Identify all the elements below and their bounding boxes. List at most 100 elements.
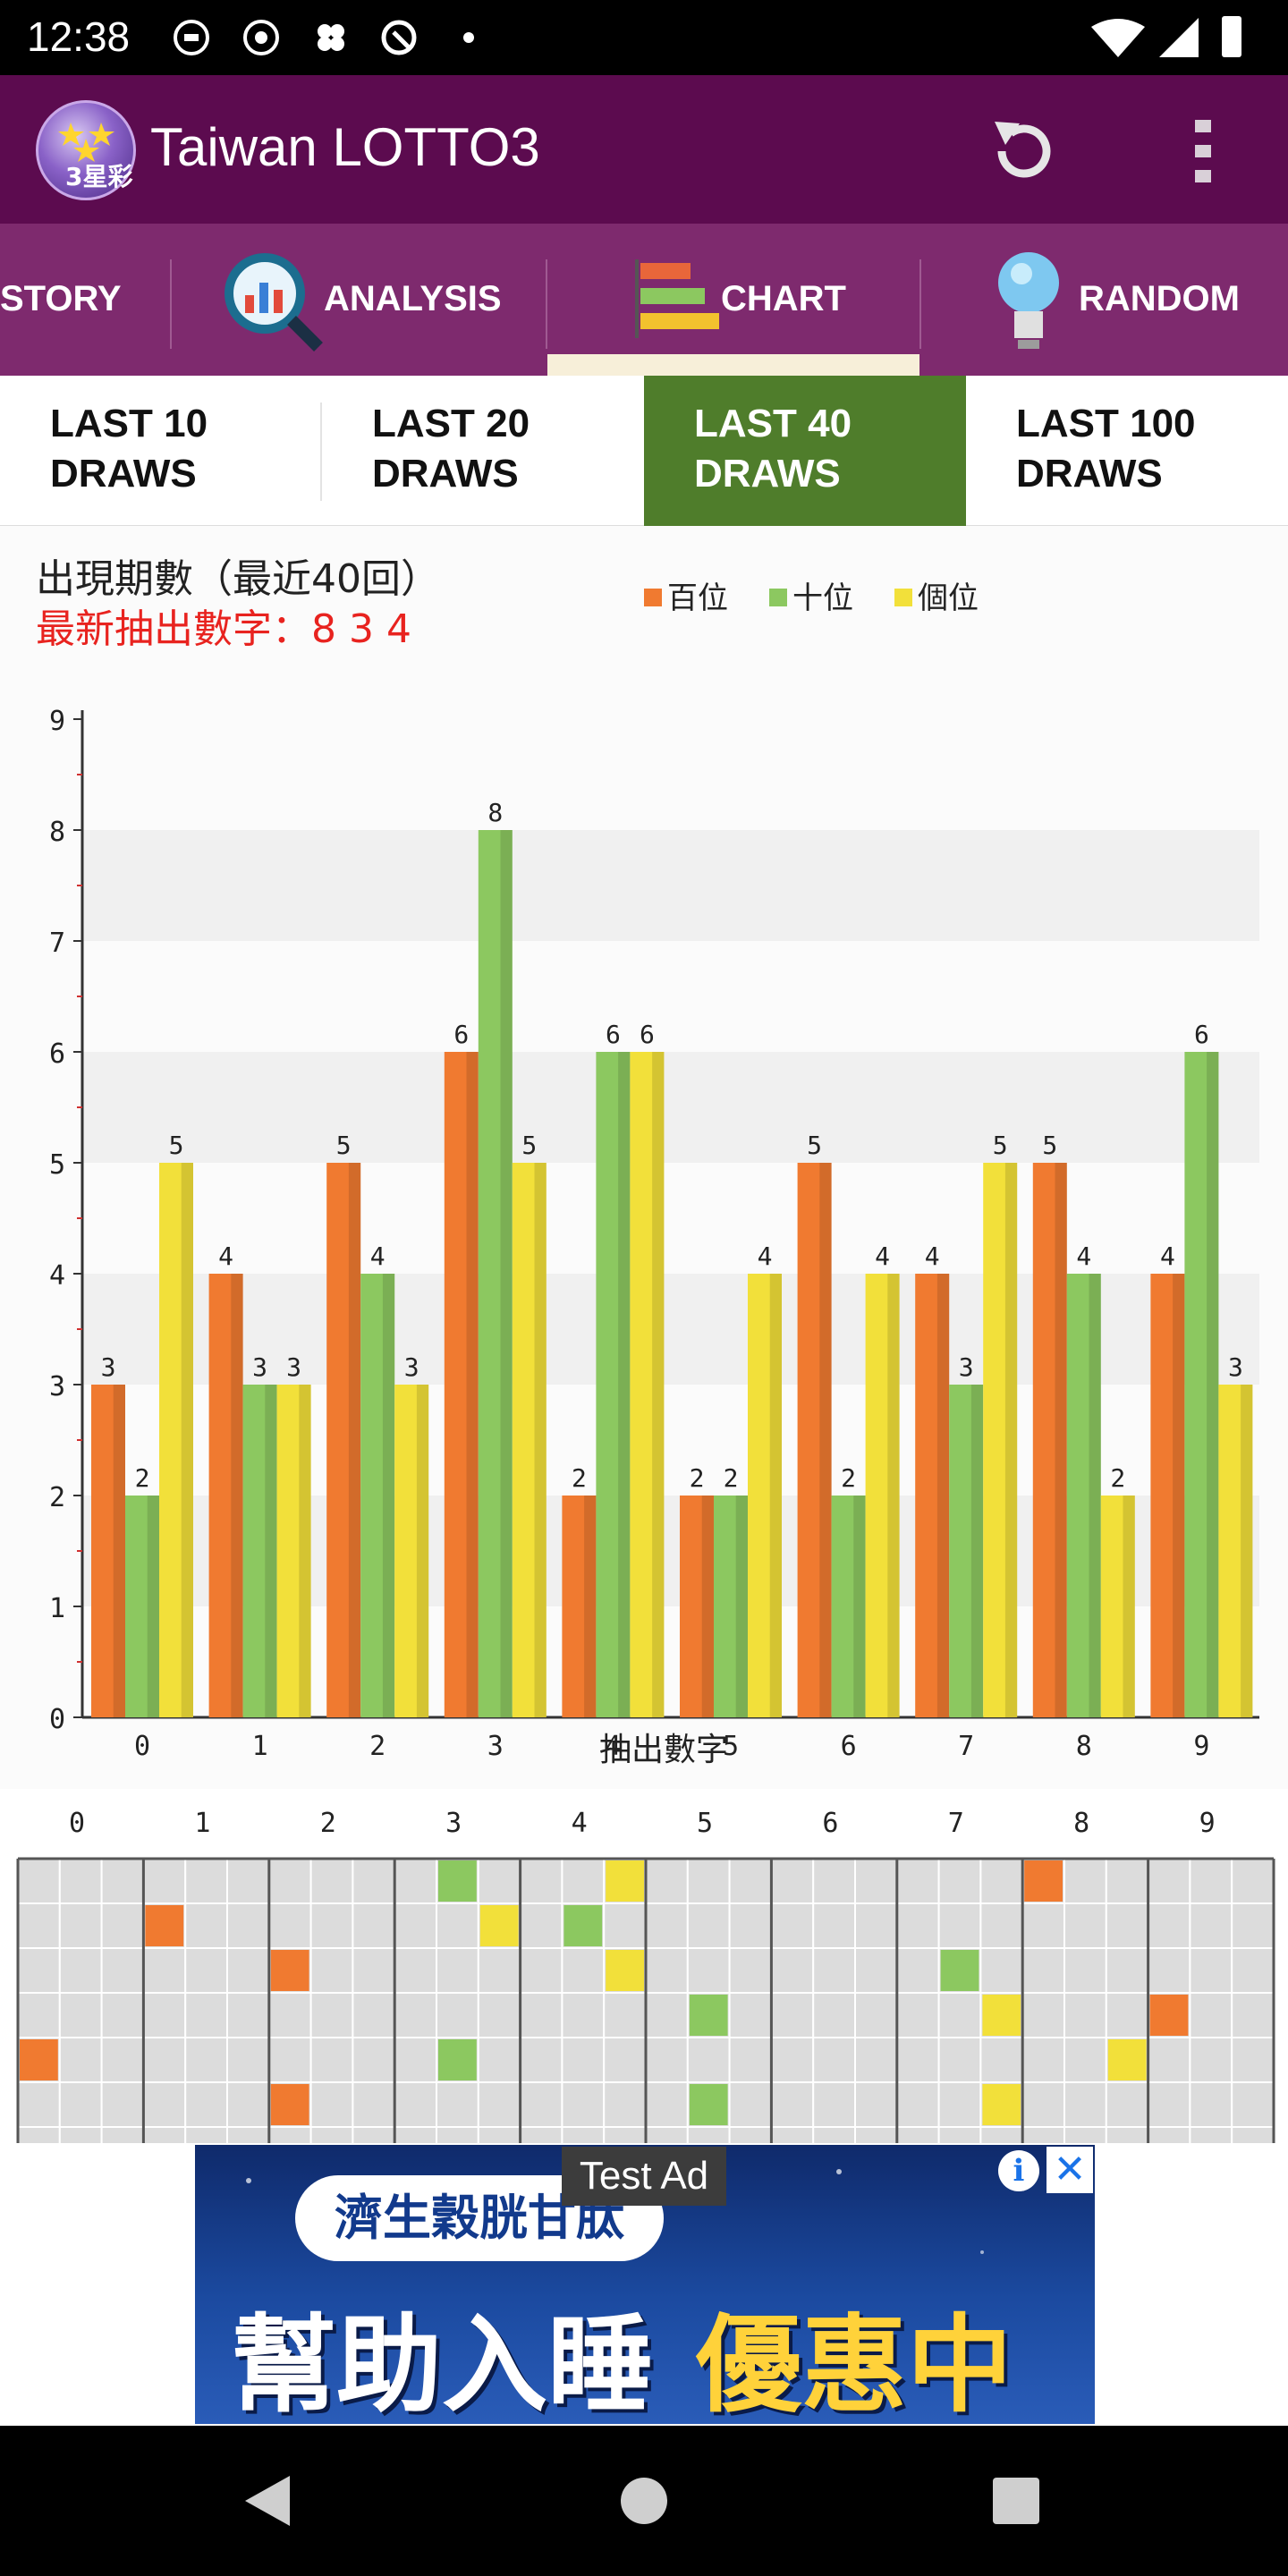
bar-8-1 bbox=[1066, 1274, 1101, 1717]
ad-info-icon[interactable]: i bbox=[998, 2150, 1039, 2191]
tab-random[interactable]: RANDOM bbox=[921, 224, 1288, 376]
grid-cell bbox=[1189, 2126, 1233, 2143]
grid-cell bbox=[100, 1992, 145, 2038]
grid-cell bbox=[686, 2126, 731, 2143]
bar-shade bbox=[936, 1274, 950, 1717]
grid-cell bbox=[1189, 2081, 1233, 2128]
grid-cell bbox=[100, 2081, 145, 2128]
grid-cell bbox=[728, 1902, 773, 1949]
bar-value-label: 4 bbox=[218, 1241, 233, 1271]
bar-2-2 bbox=[394, 1385, 429, 1717]
ad-close-icon[interactable]: ✕ bbox=[1046, 2147, 1093, 2193]
subtab-last-20[interactable]: LAST 20 DRAWS bbox=[322, 376, 644, 526]
bar-3-1 bbox=[478, 830, 513, 1717]
notification-lotto-icon bbox=[174, 20, 209, 55]
grid-cell bbox=[352, 1947, 396, 1994]
y-tick-label: 4 bbox=[49, 1260, 65, 1292]
subtab-last-10[interactable]: LAST 10 DRAWS bbox=[0, 376, 322, 526]
grid-cell bbox=[1021, 2081, 1065, 2128]
grid-cell bbox=[17, 2126, 61, 2143]
grid-cell bbox=[1189, 1858, 1233, 1904]
grid-cell bbox=[394, 1858, 438, 1904]
bar-shade bbox=[1123, 1496, 1135, 1717]
bar-8-2 bbox=[1100, 1496, 1135, 1717]
y-tick-label: 8 bbox=[49, 817, 65, 848]
grid-cell bbox=[58, 1947, 103, 1994]
grid-cell bbox=[895, 1902, 940, 1949]
grid-cell bbox=[1021, 1992, 1065, 2038]
grid-cell bbox=[770, 1992, 815, 2038]
grid-cell bbox=[352, 1858, 396, 1904]
tab-chart[interactable]: CHART bbox=[547, 224, 919, 376]
bar-shade bbox=[231, 1274, 243, 1717]
grid-cell bbox=[854, 1858, 898, 1904]
grid-cell bbox=[1105, 1947, 1149, 1994]
grid-cell bbox=[895, 1858, 940, 1904]
ad-banner[interactable]: 濟生穀胱甘肽 幫助入睡 優惠中 bbox=[195, 2145, 1095, 2424]
y-tick-label: 7 bbox=[49, 928, 65, 959]
grid-cell bbox=[309, 2126, 354, 2143]
x-tick-label: 2 bbox=[369, 1731, 386, 1762]
grid-cell bbox=[728, 2037, 773, 2083]
chart-band bbox=[82, 1052, 1259, 1163]
x-tick-label: 9 bbox=[1193, 1731, 1209, 1762]
bar-7-2 bbox=[983, 1163, 1018, 1717]
grid-cell bbox=[58, 2126, 103, 2143]
subtab-label: DRAWS bbox=[1016, 452, 1163, 496]
bar-value-label: 4 bbox=[1076, 1241, 1091, 1271]
active-tab-indicator bbox=[547, 354, 919, 376]
grid-cell bbox=[812, 2037, 857, 2083]
recents-icon[interactable] bbox=[991, 2476, 1041, 2526]
tab-divider bbox=[546, 259, 547, 349]
grid-cell bbox=[1231, 2037, 1275, 2083]
grid-cell bbox=[1105, 1902, 1149, 1949]
ad-headline: 幫助入睡 bbox=[231, 2303, 654, 2424]
overflow-menu-button[interactable] bbox=[1181, 111, 1225, 191]
grid-cell bbox=[854, 2081, 898, 2128]
grid-cell bbox=[770, 2037, 815, 2083]
bar-shade bbox=[1207, 1052, 1219, 1717]
x-tick-label: 6 bbox=[841, 1731, 857, 1762]
subtab-last-100[interactable]: LAST 100 DRAWS bbox=[966, 376, 1288, 526]
grid-cell bbox=[770, 1902, 815, 1949]
bar-shade bbox=[887, 1274, 900, 1717]
home-icon[interactable] bbox=[617, 2474, 671, 2528]
grid-cell bbox=[226, 1947, 270, 1994]
grid-cell bbox=[17, 2081, 61, 2128]
grid-cell bbox=[728, 1858, 773, 1904]
grid-cell bbox=[142, 1858, 187, 1904]
refresh-button[interactable] bbox=[984, 111, 1064, 191]
grid-cell bbox=[1147, 2081, 1191, 2128]
grid-cell bbox=[645, 1902, 689, 1949]
grid-cell bbox=[686, 1858, 731, 1904]
grid-cell bbox=[477, 2037, 521, 2083]
legend-swatch bbox=[769, 589, 787, 606]
grid-cell bbox=[352, 2081, 396, 2128]
bar-shade bbox=[584, 1496, 597, 1717]
grid-cell bbox=[686, 1947, 731, 1994]
grid-cell bbox=[58, 1858, 103, 1904]
subtab-label: DRAWS bbox=[50, 452, 197, 496]
x-tick-label: 4 bbox=[605, 1731, 621, 1762]
bar-value-label: 2 bbox=[135, 1463, 150, 1493]
bar-shade bbox=[265, 1385, 277, 1717]
grid-cell bbox=[812, 1858, 857, 1904]
grid-cell bbox=[1189, 1992, 1233, 2038]
grid-cell bbox=[979, 1858, 1024, 1904]
grid-cell bbox=[17, 1858, 61, 1904]
grid-cell bbox=[1231, 2081, 1275, 2128]
grid-cell bbox=[645, 1992, 689, 2038]
back-icon[interactable] bbox=[240, 2472, 293, 2529]
bar-2-0 bbox=[326, 1163, 361, 1717]
tab-history[interactable]: STORY bbox=[0, 224, 170, 376]
grid-cell bbox=[895, 2081, 940, 2128]
bar-value-label: 4 bbox=[925, 1241, 940, 1271]
grid-cell bbox=[394, 1902, 438, 1949]
grid-cell bbox=[17, 1902, 61, 1949]
chart-svg: 出現期數（最近40回） 最新抽出數字：8 3 4 百位 十位 個位 0 1 2 3 4 5 6 7… bbox=[36, 556, 1259, 1768]
grid-cell bbox=[686, 1902, 731, 1949]
grid-cell bbox=[1231, 2126, 1275, 2143]
grid-cell bbox=[394, 2081, 438, 2128]
subtab-last-40[interactable]: LAST 40 DRAWS bbox=[644, 376, 966, 526]
tab-analysis[interactable]: ANALYSIS bbox=[172, 224, 546, 376]
